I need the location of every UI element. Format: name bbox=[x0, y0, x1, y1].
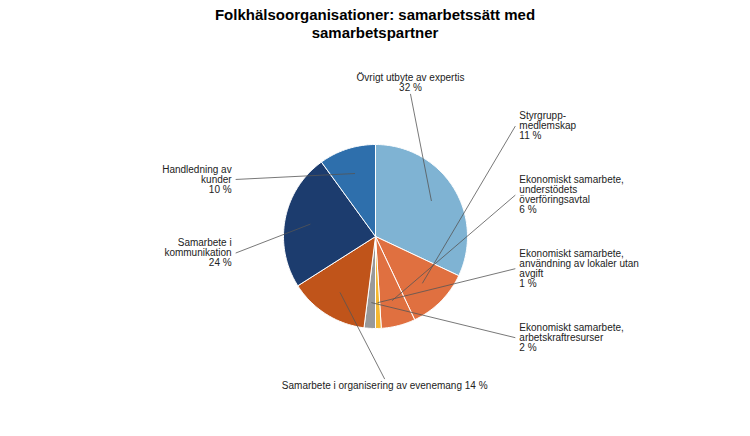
svg-text:Ekonomiskt samarbete,användnin: Ekonomiskt samarbete,användning av lokal… bbox=[519, 248, 639, 289]
svg-text:Ekonomiskt samarbete,arbetskra: Ekonomiskt samarbete,arbetskraftresurser… bbox=[519, 322, 624, 353]
html-text:Folkhälsoorganisationer: samar: Folkhälsoorganisationer: samarbetssätt m… bbox=[215, 6, 535, 41]
svg-text:Övrigt utbyte av expertis32 %: Övrigt utbyte av expertis32 % bbox=[357, 72, 465, 93]
svg-text:Handledning avkunder10 %: Handledning avkunder10 % bbox=[162, 164, 232, 195]
svg-text:Styrgrupp-medlemskap11 %: Styrgrupp-medlemskap11 % bbox=[519, 110, 576, 141]
svg-text:Ekonomiskt samarbete,understöd: Ekonomiskt samarbete,understödetsöverför… bbox=[519, 174, 624, 215]
svg-text:Samarbete ikommunikation24 %: Samarbete ikommunikation24 % bbox=[164, 237, 231, 268]
svg-text:Samarbete i organisering av ev: Samarbete i organisering av evenemang 14… bbox=[282, 380, 488, 391]
